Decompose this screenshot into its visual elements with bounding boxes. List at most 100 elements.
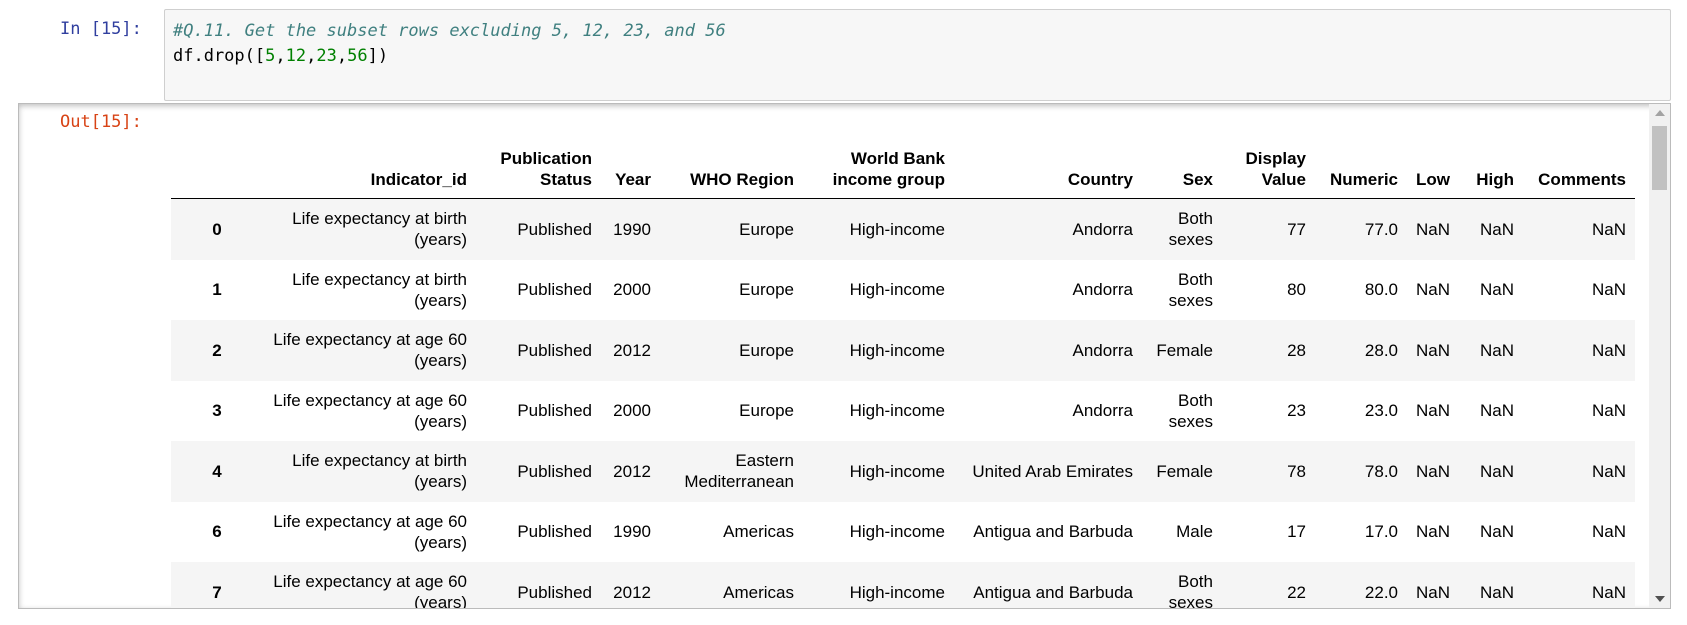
table-cell: United Arab Emirates [972, 461, 1133, 481]
table-cell: 23.0 [1364, 401, 1398, 421]
table-cell: Published [517, 461, 592, 481]
row-index: 4 [212, 461, 222, 481]
code-number: 23 [316, 46, 337, 66]
table-cell: NaN [1480, 461, 1515, 481]
table-cell: Published [517, 280, 592, 300]
table-cell: High-income [849, 219, 945, 239]
scroll-up[interactable] [1655, 110, 1665, 116]
table-cell: Andorra [1072, 280, 1133, 300]
table-cell: NaN [1416, 280, 1451, 300]
table-cell: Antigua and Barbuda [973, 582, 1133, 602]
table-cell: Female [1156, 461, 1213, 481]
column-header: WHO Region [660, 135, 803, 199]
table-cell: Both sexes [1168, 390, 1213, 431]
table-cell: 28 [1287, 340, 1306, 360]
table-cell: 78 [1287, 461, 1306, 481]
column-header: Sex [1142, 135, 1222, 199]
code-token: ]) [367, 46, 389, 66]
code-number: 5 [265, 46, 276, 66]
table-cell: Americas [723, 582, 794, 602]
column-header: Indicator_id [263, 135, 476, 199]
table-row: 3 Life expectancy at age 60 (years) Publis… [171, 381, 1635, 442]
table-row: 0 Life expectancy at birth (years) Publish… [171, 198, 1636, 260]
table-cell: NaN [1480, 582, 1515, 602]
table-cell: 2012 [613, 582, 651, 602]
table-cell: High-income [849, 582, 945, 602]
table-cell: 77.0 [1364, 219, 1398, 239]
table-cell: NaN [1592, 582, 1627, 602]
table-cell: High-income [849, 522, 945, 542]
column-header: Numeric [1315, 135, 1407, 199]
table-cell: 1990 [613, 522, 651, 542]
code-line: df.drop([5,12,23,56]) [173, 44, 1662, 69]
table-cell: 22.0 [1364, 582, 1398, 602]
scroll-thumb[interactable] [1652, 126, 1667, 190]
table-cell: NaN [1592, 219, 1627, 239]
table-cell: NaN [1592, 522, 1627, 542]
column-header: High [1459, 135, 1524, 199]
table-cell: Life expectancy at birth (years) [292, 269, 467, 310]
table-cell: Life expectancy at birth (years) [292, 451, 467, 492]
table-cell: Published [517, 401, 592, 421]
table-cell: NaN [1592, 401, 1627, 421]
table-cell: 2000 [613, 280, 651, 300]
code-token: df.drop([ [173, 46, 266, 66]
table-cell: Both sexes [1168, 572, 1213, 609]
table-cell: NaN [1416, 219, 1451, 239]
table-cell: Both sexes [1168, 209, 1213, 250]
table-cell: 80.0 [1364, 280, 1398, 300]
table-cell: Published [517, 219, 592, 239]
table-cell: NaN [1592, 340, 1627, 360]
column-header: Publication Status [476, 135, 601, 199]
table-cell: NaN [1480, 522, 1515, 542]
table-cell: 22 [1287, 582, 1306, 602]
table-cell: NaN [1592, 280, 1627, 300]
table-cell: High-income [849, 401, 945, 421]
row-index: 3 [212, 401, 222, 421]
column-header: Year [601, 135, 660, 199]
table-cell: NaN [1480, 401, 1515, 421]
table-cell: NaN [1592, 461, 1627, 481]
code-number: 12 [285, 46, 307, 66]
table-cell: Life expectancy at age 60 (years) [273, 572, 467, 609]
table-cell: NaN [1416, 401, 1451, 421]
row-index: 1 [212, 280, 222, 300]
table-cell: Life expectancy at age 60 (years) [273, 330, 467, 371]
table-cell: NaN [1416, 340, 1451, 360]
table-cell: Eastern Mediterranean [684, 451, 794, 492]
code-comment: #Q.11. Get the subset rows excluding 5, … [173, 21, 726, 41]
column-header: Display Value [1222, 135, 1315, 199]
scroll-down[interactable] [1655, 596, 1665, 602]
input-prompt: In [15]: [60, 19, 142, 39]
table-row: 6 Life expectancy at age 60 (years) Publis… [171, 502, 1635, 563]
code-token: , [306, 46, 317, 66]
code-cell[interactable]: #Q.11. Get the subset rows excluding 5, … [164, 9, 1671, 101]
table-cell: High-income [849, 280, 945, 300]
table-wrapper: Indicator_id Publication Status Year WHO Re… [171, 135, 1636, 609]
table-cell: High-income [849, 340, 945, 360]
table-cell: Americas [723, 522, 794, 542]
table-row: 2 Life expectancy at age 60 (years) Publis… [171, 320, 1636, 381]
dataframe: Indicator_id Publication Status Year WHO Re… [171, 135, 1636, 609]
table-cell: 28.0 [1364, 340, 1398, 360]
table-cell: 1990 [613, 219, 651, 239]
table-row: 7 Life expectancy at age 60 (years) Publis… [171, 562, 1636, 609]
table-cell: 78.0 [1364, 461, 1398, 481]
scrollbar[interactable] [1649, 104, 1670, 608]
table-cell: Antigua and Barbuda [973, 522, 1133, 542]
table-cell: Europe [739, 219, 794, 239]
table-cell: Life expectancy at birth (years) [292, 209, 467, 250]
table-cell: NaN [1480, 340, 1515, 360]
output-area: Indicator_id Publication Status Year WHO Re… [18, 103, 1671, 609]
table-row: 1 Life expectancy at birth (years) Publish… [171, 260, 1635, 321]
table-cell: Andorra [1072, 401, 1133, 421]
code-token: , [275, 46, 286, 66]
table-cell: Andorra [1072, 340, 1133, 360]
table-cell: Both sexes [1168, 269, 1213, 310]
table-cell: NaN [1416, 461, 1451, 481]
table-cell: 2012 [613, 461, 651, 481]
table-cell: 2000 [613, 401, 651, 421]
table-cell: Life expectancy at age 60 (years) [273, 511, 467, 552]
column-header: Low [1407, 135, 1460, 199]
table-cell: Life expectancy at age 60 (years) [273, 390, 467, 431]
